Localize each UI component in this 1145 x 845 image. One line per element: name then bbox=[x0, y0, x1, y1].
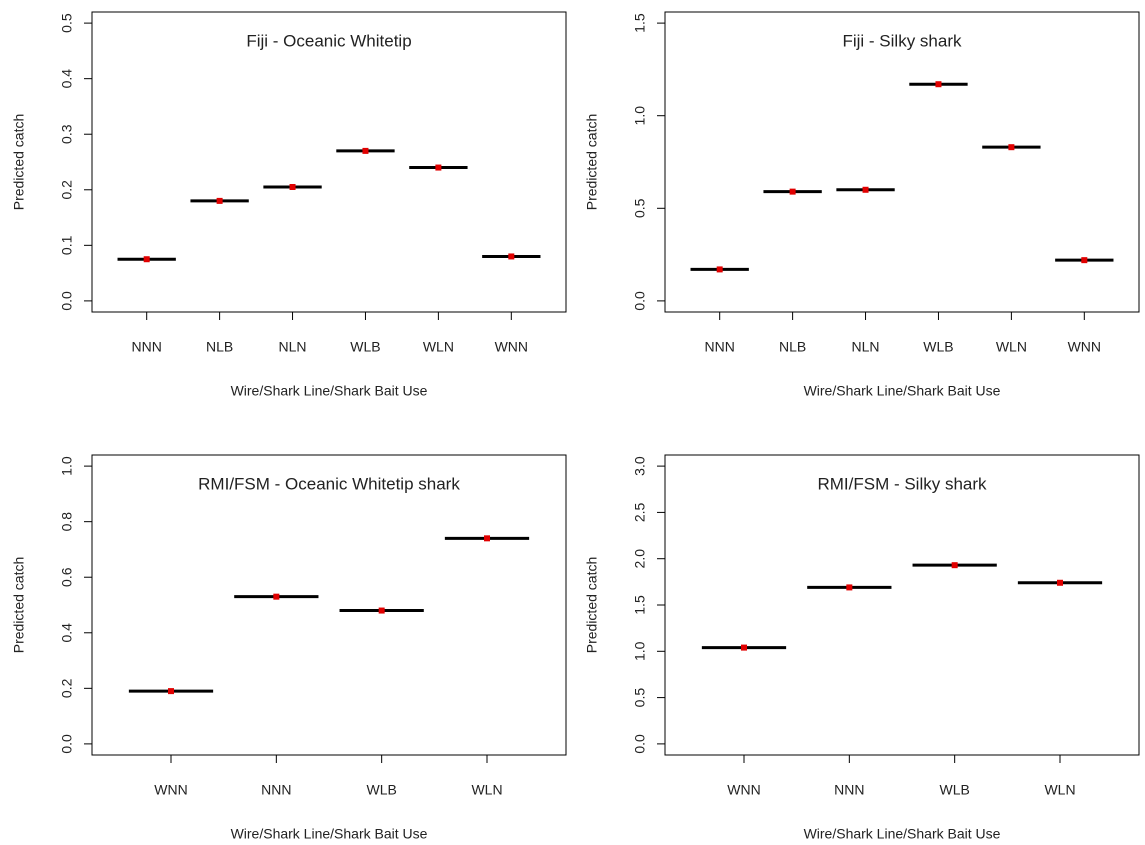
estimate-point bbox=[1057, 579, 1063, 586]
y-tick-label: 1.5 bbox=[632, 595, 648, 615]
x-axis-label: Wire/Shark Line/Shark Bait Use bbox=[804, 383, 1001, 399]
x-tick-label: NLB bbox=[206, 339, 233, 355]
estimate-point bbox=[935, 81, 942, 88]
y-tick-label: 0.3 bbox=[59, 124, 75, 144]
estimate-point bbox=[862, 186, 869, 193]
estimate-point bbox=[846, 584, 853, 591]
y-axis-label: Predicted catch bbox=[584, 557, 600, 654]
plot-frame bbox=[91, 454, 567, 756]
x-axis-label: Wire/Shark Line/Shark Bait Use bbox=[231, 826, 428, 842]
estimate-point bbox=[951, 562, 958, 569]
y-tick-label: 2.0 bbox=[632, 549, 648, 569]
estimate-point bbox=[1008, 144, 1015, 151]
y-tick-label: 0.0 bbox=[59, 291, 75, 311]
estimate-point bbox=[289, 184, 296, 190]
y-tick-label: 0.2 bbox=[59, 180, 75, 200]
y-axis-label: Predicted catch bbox=[584, 114, 600, 211]
x-tick-label: WLB bbox=[923, 339, 953, 355]
panel-title: Fiji - Oceanic Whitetip bbox=[246, 31, 411, 50]
y-tick-label: 0.0 bbox=[632, 734, 648, 754]
x-axis-label: Wire/Shark Line/Shark Bait Use bbox=[231, 383, 428, 399]
estimate-point bbox=[508, 253, 515, 260]
y-tick-label: 0.0 bbox=[632, 291, 648, 311]
y-tick-label: 0.0 bbox=[59, 734, 75, 754]
x-axis-label: Wire/Shark Line/Shark Bait Use bbox=[804, 826, 1001, 842]
x-tick-label: WLN bbox=[423, 339, 454, 355]
y-tick-label: 0.1 bbox=[59, 235, 75, 255]
estimate-point bbox=[378, 607, 385, 614]
y-tick-label: 2.5 bbox=[632, 502, 648, 522]
y-tick-label: 1.5 bbox=[632, 13, 648, 33]
estimate-point bbox=[741, 644, 747, 651]
y-tick-label: 1.0 bbox=[632, 106, 648, 126]
y-tick-label: 0.5 bbox=[59, 13, 75, 33]
x-tick-label: NNN bbox=[705, 339, 735, 355]
x-tick-label: WLN bbox=[471, 782, 502, 798]
plot-frame bbox=[664, 454, 1140, 756]
x-tick-label: NLN bbox=[279, 339, 307, 355]
x-tick-label: NLB bbox=[779, 339, 806, 355]
estimate-point bbox=[484, 535, 490, 542]
estimate-point bbox=[362, 147, 369, 154]
estimate-point bbox=[789, 188, 796, 195]
x-tick-label: WNN bbox=[495, 339, 528, 355]
estimate-point bbox=[273, 593, 280, 600]
x-tick-label: WLB bbox=[939, 782, 969, 798]
x-tick-label: WNN bbox=[727, 782, 760, 798]
panel-title: Fiji - Silky shark bbox=[842, 31, 962, 50]
x-tick-label: WLN bbox=[1044, 782, 1075, 798]
y-tick-label: 1.0 bbox=[59, 456, 75, 476]
x-tick-label: NNN bbox=[132, 339, 162, 355]
estimate-point bbox=[168, 688, 174, 695]
estimate-point bbox=[1081, 257, 1088, 264]
x-tick-label: NNN bbox=[261, 782, 291, 798]
estimate-point bbox=[716, 266, 723, 273]
y-tick-label: 0.8 bbox=[59, 512, 75, 532]
y-tick-label: 3.0 bbox=[632, 456, 648, 476]
y-tick-label: 0.5 bbox=[632, 688, 648, 708]
plot-frame bbox=[91, 11, 567, 313]
x-tick-label: NLN bbox=[852, 339, 880, 355]
x-tick-label: WLB bbox=[350, 339, 380, 355]
y-tick-label: 0.4 bbox=[59, 623, 75, 643]
x-tick-label: WNN bbox=[154, 782, 187, 798]
estimate-point bbox=[435, 164, 442, 171]
x-tick-label: WNN bbox=[1068, 339, 1101, 355]
y-axis-label: Predicted catch bbox=[11, 114, 27, 211]
y-tick-label: 0.5 bbox=[632, 198, 648, 218]
y-tick-label: 0.4 bbox=[59, 69, 75, 89]
estimate-point bbox=[216, 197, 223, 204]
x-tick-label: WLB bbox=[366, 782, 396, 798]
y-tick-label: 0.2 bbox=[59, 678, 75, 698]
panel-title: RMI/FSM - Oceanic Whitetip shark bbox=[198, 474, 460, 493]
x-tick-label: NNN bbox=[834, 782, 864, 798]
y-tick-label: 1.0 bbox=[632, 641, 648, 661]
plot-frame bbox=[664, 11, 1140, 313]
panel-title: RMI/FSM - Silky shark bbox=[817, 474, 987, 493]
x-tick-label: WLN bbox=[996, 339, 1027, 355]
y-axis-label: Predicted catch bbox=[11, 557, 27, 654]
y-tick-label: 0.6 bbox=[59, 567, 75, 587]
estimate-point bbox=[143, 256, 150, 263]
